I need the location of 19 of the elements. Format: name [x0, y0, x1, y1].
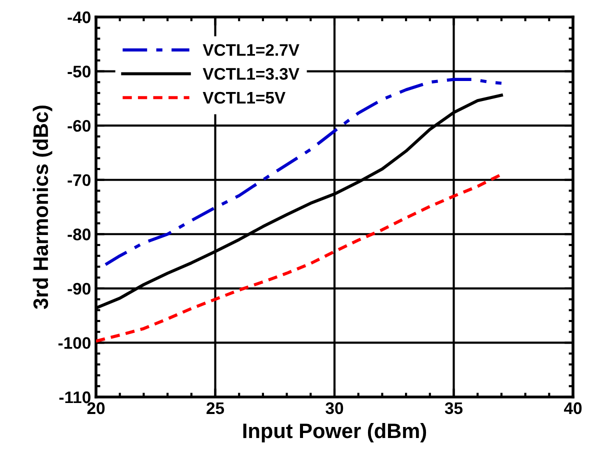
- y-tick-label: -110: [59, 391, 90, 404]
- y-tick-label: -40: [68, 11, 90, 24]
- legend-label: VCTL1=3.3V: [202, 68, 300, 80]
- line-series: [96, 172, 503, 343]
- y-tick-label: -50: [68, 66, 90, 78]
- y-tick-label: -100: [58, 337, 90, 349]
- x-tick-label: 40: [564, 402, 582, 414]
- legend-label: VCTL1=5V: [202, 92, 286, 104]
- y-tick-label: -90: [68, 282, 90, 295]
- x-axis-title: Input Power (dBm): [243, 422, 426, 442]
- y-tick-label: -70: [68, 174, 90, 186]
- x-tick-label: 30: [326, 402, 344, 414]
- y-axis-title: 3rd Harmonics (dBc): [32, 106, 52, 309]
- y-tick-label: -60: [68, 120, 90, 132]
- x-tick-label: 35: [444, 402, 463, 414]
- legend-label: VCTL1=2.7V: [202, 44, 300, 56]
- x-tick-label: 25: [206, 402, 224, 414]
- y-tick-label: -80: [68, 228, 90, 240]
- x-tick-label: 20: [87, 402, 105, 414]
